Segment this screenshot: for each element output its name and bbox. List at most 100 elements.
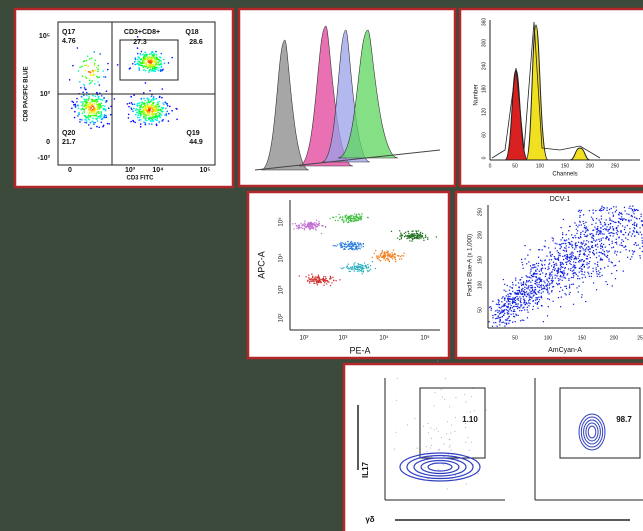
dot (146, 109, 148, 112)
dot (150, 112, 152, 115)
dot (567, 257, 569, 259)
dot (506, 301, 508, 303)
dot (557, 277, 560, 280)
dot (557, 251, 559, 254)
dot (437, 468, 439, 470)
dot (510, 304, 512, 307)
dot (609, 235, 612, 237)
dot (562, 263, 564, 266)
dot (594, 226, 596, 228)
dot (503, 312, 506, 315)
dot (411, 238, 414, 240)
dot (552, 261, 555, 263)
dot (153, 60, 155, 62)
dot (110, 113, 112, 116)
dot (551, 289, 553, 292)
dot (526, 279, 528, 282)
dot (568, 278, 570, 280)
dot (540, 280, 543, 283)
x-tick-label: 100 (536, 163, 545, 169)
dot (142, 56, 145, 59)
dot (598, 232, 600, 234)
dot (97, 68, 100, 70)
dot (564, 285, 566, 288)
dot (569, 262, 571, 264)
dot (87, 104, 89, 107)
dot (560, 239, 562, 241)
dot (309, 228, 311, 230)
dot (443, 443, 445, 445)
dot (520, 297, 522, 300)
dot (140, 50, 143, 53)
dot (368, 270, 370, 272)
dot (144, 109, 147, 111)
dot (620, 216, 623, 218)
dot (641, 237, 643, 239)
dot (619, 212, 621, 215)
dot (141, 64, 144, 67)
dot (403, 232, 405, 235)
dot (501, 309, 503, 311)
dot (128, 105, 130, 108)
dot (612, 215, 615, 218)
dot (571, 251, 573, 253)
dot (80, 96, 83, 98)
dot (82, 83, 85, 86)
dot (553, 263, 555, 266)
dot (612, 235, 614, 237)
dot (608, 243, 611, 246)
dot (400, 237, 403, 239)
dot (140, 97, 143, 100)
dot (520, 305, 522, 307)
dot (576, 230, 579, 232)
dot (344, 242, 347, 244)
x-tick-label: 50 (512, 163, 518, 169)
dot (578, 259, 581, 262)
dot (514, 297, 516, 300)
dot (356, 217, 359, 219)
dot (585, 226, 588, 228)
dot (504, 325, 506, 327)
dot (323, 279, 326, 281)
dot (564, 267, 566, 270)
dot (529, 302, 531, 305)
dot (387, 253, 389, 255)
dot (137, 60, 139, 63)
dot (91, 120, 93, 123)
dot (353, 270, 356, 272)
dot (346, 265, 348, 268)
dot (409, 240, 411, 242)
dot (625, 237, 627, 239)
dot (605, 219, 607, 221)
dot (335, 280, 337, 282)
dot (156, 119, 158, 122)
dot (155, 50, 157, 53)
dot (533, 275, 535, 278)
dot (395, 431, 397, 433)
dot (91, 80, 94, 82)
dot (521, 264, 524, 266)
dot (148, 123, 151, 125)
dot (600, 245, 602, 248)
dot (559, 278, 561, 280)
label: 44.9 (189, 139, 203, 146)
dot (568, 279, 570, 282)
dot (587, 241, 590, 243)
dot (563, 247, 566, 249)
dot (566, 261, 568, 263)
dot (158, 105, 161, 107)
dot (155, 54, 158, 56)
dot (585, 258, 588, 260)
dot (556, 250, 558, 252)
dot (312, 280, 314, 282)
dot (556, 272, 559, 275)
dot (608, 208, 611, 211)
dot (417, 237, 419, 239)
dot (608, 250, 610, 252)
dot (606, 250, 608, 252)
dot (353, 217, 356, 219)
dot (137, 113, 140, 115)
dot (506, 319, 508, 322)
dot (383, 255, 385, 258)
dot (523, 306, 525, 309)
